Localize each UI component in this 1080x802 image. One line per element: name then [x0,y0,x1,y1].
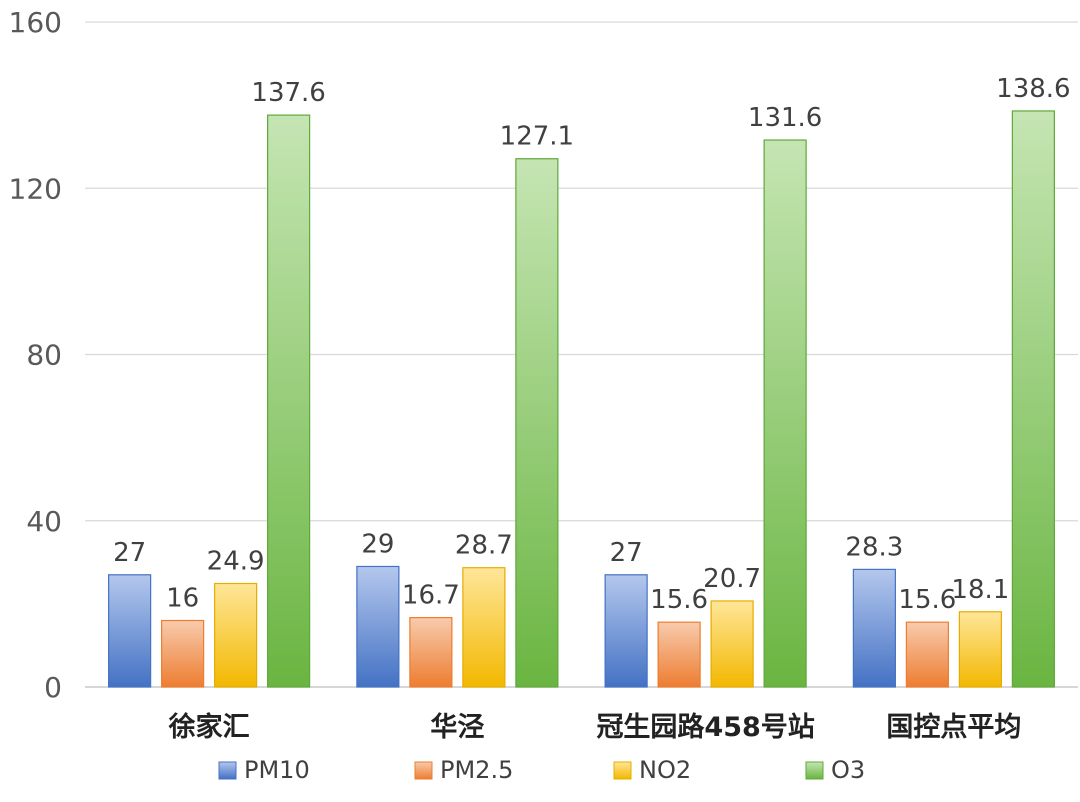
data-labels: 271624.9137.62916.728.7127.12715.620.713… [113,74,1071,615]
y-tick-label: 160 [9,6,62,39]
legend-swatch [414,761,433,780]
data-label: 16.7 [402,581,460,611]
legend-label: NO2 [639,756,691,784]
data-label: 28.3 [845,532,903,562]
x-category-label: 冠生园路458号站 [596,711,814,743]
bar-no2-2 [710,600,754,688]
legend-swatch [613,761,632,780]
legend-label: PM10 [244,756,310,784]
category-labels: 徐家汇 华泾 冠生园路458号站 国控点平均 [168,711,1022,743]
bar-o3-1 [515,158,559,688]
bar-pm10-0 [108,574,152,688]
y-axis-ticks: 0 40 80 120 160 [9,6,62,704]
bar-o3-2 [763,139,807,688]
bar-no2-1 [462,567,506,688]
y-tick-label: 40 [26,505,62,538]
x-category-label: 徐家汇 [168,711,250,743]
y-tick-label: 80 [26,339,62,372]
bar-pm10-3 [852,568,896,688]
bar-pm25-0 [161,619,205,688]
y-tick-label: 120 [9,172,62,205]
data-label: 18.1 [951,575,1009,605]
legend-label: O3 [831,756,865,784]
legend-swatch [805,761,824,780]
legend: PM10 PM2.5 NO2 O3 [218,756,865,784]
bar-o3-0 [267,114,311,688]
data-label: 20.7 [703,564,761,594]
data-label: 27 [113,538,146,568]
bar-no2-0 [214,582,258,688]
bar-pm10-2 [604,574,648,688]
data-label: 16 [166,584,199,614]
bar-pm25-2 [657,621,701,688]
data-label: 138.6 [996,74,1070,104]
data-label: 137.6 [251,78,325,108]
y-tick-label: 0 [44,671,62,704]
bar-no2-3 [958,611,1002,688]
data-label: 131.6 [748,103,822,133]
legend-swatch [218,761,237,780]
bar-pm25-1 [409,616,453,688]
x-category-label: 国控点平均 [886,712,1021,743]
legend-label: PM2.5 [440,756,513,784]
bar-pm10-1 [356,565,400,688]
data-label: 15.6 [650,585,708,615]
data-label: 24.9 [207,547,265,577]
bars [108,110,1055,688]
bar-o3-3 [1011,110,1055,688]
x-category-label: 华泾 [430,711,484,743]
data-label: 15.6 [898,585,956,615]
data-label: 27 [610,538,643,568]
bar-pm25-3 [905,621,949,688]
data-label: 28.7 [455,531,513,561]
data-label: 127.1 [500,122,574,152]
data-label: 29 [361,529,394,559]
